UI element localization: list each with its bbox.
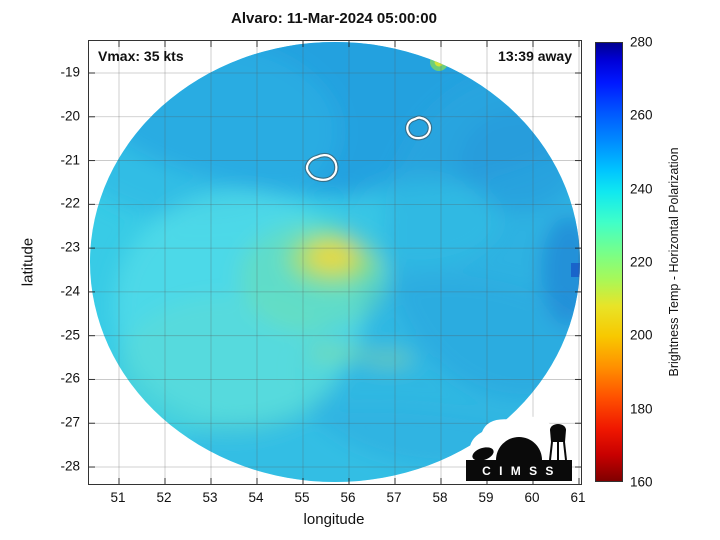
y-tick-label: -22 (60, 195, 80, 211)
cimss-logo-text: C I M S S (482, 464, 556, 478)
y-tick-label: -21 (60, 152, 80, 168)
y-axis-label: latitude (19, 237, 37, 287)
x-tick-label: 56 (340, 490, 356, 505)
x-tick-label: 53 (202, 490, 218, 505)
x-tick-label: 51 (110, 490, 126, 505)
cimss-logo: C I M S S (466, 416, 572, 481)
colorbar-tick-label: 220 (630, 254, 653, 270)
y-tick-label: -23 (60, 239, 80, 255)
time-away-annotation: 13:39 away (498, 48, 572, 64)
y-tick-label: -28 (60, 458, 80, 474)
colorbar-tick-label: 240 (630, 181, 653, 197)
swath-clip-group (90, 42, 580, 482)
satellite-swath-image: C I M S S (89, 41, 581, 484)
chart-title: Alvaro: 11-Mar-2024 05:00:00 (231, 10, 437, 27)
x-axis-label: longitude (303, 511, 365, 528)
y-tick-label: -24 (60, 283, 80, 299)
colorbar-label: Brightness Temp - Horizontal Polarizatio… (667, 147, 681, 377)
vmax-annotation: Vmax: 35 kts (98, 48, 184, 64)
y-tick-label: -26 (60, 370, 80, 386)
x-tick-label: 59 (478, 490, 494, 505)
colorbar (595, 42, 623, 482)
colorbar-tick-label: 260 (630, 107, 653, 123)
colorbar-tick-label: 200 (630, 327, 653, 343)
colorbar-tick-label: 280 (630, 34, 653, 50)
x-tick-label: 58 (432, 490, 448, 505)
x-tick-label: 54 (248, 490, 264, 505)
contour-overlays (304, 115, 433, 183)
plot-area: C I M S S Vmax: 35 kts 13:39 away (88, 40, 582, 485)
y-tick-label: -19 (60, 64, 80, 80)
y-tick-label: -20 (60, 108, 80, 124)
x-tick-label: 61 (570, 490, 586, 505)
x-tick-label: 55 (294, 490, 310, 505)
y-tick-label: -27 (60, 414, 80, 430)
y-tick-label: -25 (60, 327, 80, 343)
colorbar-tick-label: 160 (630, 474, 653, 490)
x-tick-label: 57 (386, 490, 402, 505)
x-tick-label: 52 (156, 490, 172, 505)
colorbar-tick-label: 180 (630, 401, 653, 417)
x-tick-label: 60 (524, 490, 540, 505)
